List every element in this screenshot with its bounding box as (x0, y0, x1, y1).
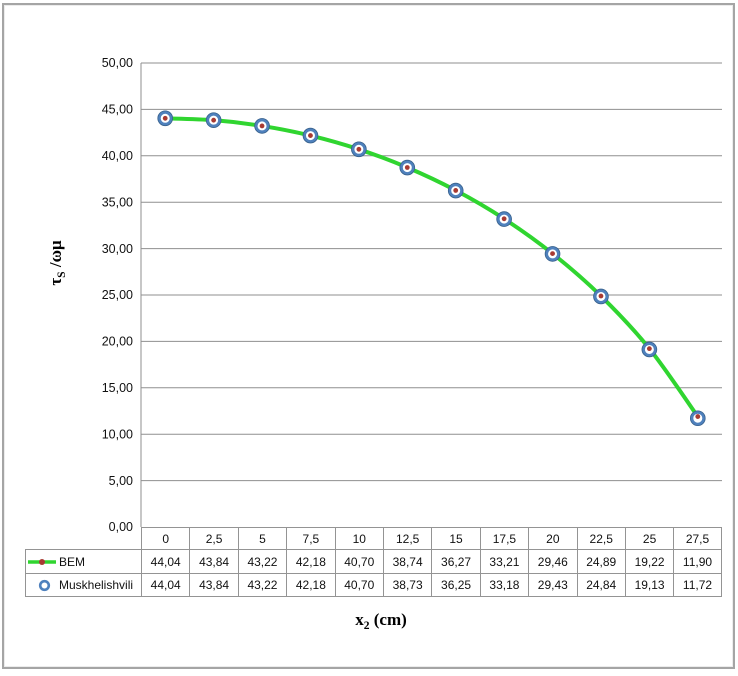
y-axis-title-subscript: S (55, 271, 69, 278)
marker-bem (308, 133, 313, 138)
marker-bem (211, 117, 217, 123)
x-column-header: 20 (528, 527, 577, 549)
marker-muskhelishvili-edge (351, 141, 367, 158)
y-tick-label: 50,00 (102, 56, 133, 70)
value-cell: 36,27 (431, 549, 480, 573)
y-tick-label: 45,00 (102, 103, 133, 117)
value-cell: 43,84 (189, 573, 238, 597)
table-corner-cell (25, 527, 141, 549)
figure-frame (2, 3, 735, 669)
value-cell: 44,04 (141, 549, 190, 573)
marker-muskhelishvili-edge (157, 110, 174, 127)
legend-key-muskhelishvili-icon (38, 579, 51, 591)
y-tick-label: 10,00 (102, 427, 133, 441)
value-cell: 40,70 (334, 573, 383, 597)
x-axis-title-subscript: 2 (363, 619, 370, 633)
marker-bem (598, 293, 604, 299)
legend-key-bem-icon (28, 558, 56, 565)
marker-bem (695, 414, 701, 419)
value-cell: 43,84 (189, 549, 238, 573)
marker-muskhelishvili-edge (399, 159, 416, 176)
x-column-header: 2,5 (189, 527, 238, 549)
marker-bem (162, 115, 168, 121)
value-cell: 33,18 (479, 573, 529, 597)
y-tick-label: 35,00 (102, 195, 133, 209)
value-cell: 38,73 (382, 573, 432, 597)
x-column-header: 0 (141, 527, 190, 549)
y-axis-title: τS /ωμ (46, 240, 68, 285)
legend-key-dot (39, 558, 45, 565)
marker-muskhelishvili-edge (593, 288, 609, 305)
value-cell: 11,72 (673, 573, 722, 597)
marker-bem (259, 123, 265, 129)
value-cell: 24,84 (576, 573, 625, 597)
y-axis-title-rest: /ωμ (45, 240, 65, 272)
value-cell: 44,04 (141, 573, 190, 597)
y-tick-label: 25,00 (102, 288, 133, 302)
value-cell: 42,18 (286, 549, 335, 573)
marker-muskhelishvili-edge (447, 182, 464, 199)
x-column-header: 12,5 (382, 527, 432, 549)
x-column-header: 17,5 (479, 527, 529, 549)
marker-bem (356, 146, 362, 152)
legend-cell-muskhelishvili: Muskhelishvili (25, 573, 141, 597)
y-tick-label: 40,00 (102, 149, 133, 163)
marker-muskhelishvili-edge (254, 118, 270, 134)
y-tick-label: 20,00 (102, 335, 133, 349)
marker-bem (550, 251, 555, 257)
value-cell: 43,22 (237, 573, 287, 597)
legend-key-circle (38, 579, 51, 591)
marker-muskhelishvili-edge (496, 211, 512, 227)
value-cell: 29,43 (528, 573, 577, 597)
marker-bem (404, 165, 410, 170)
legend-label: Muskhelishvili (59, 578, 134, 592)
value-cell: 29,46 (528, 549, 577, 573)
value-cell: 19,13 (624, 573, 674, 597)
data-table: 0 2,5 5 7,5 10 12,5 15 17,5 20 22,5 25 27,5 BEM 44,04… (25, 527, 722, 597)
series-line-bem (163, 116, 700, 419)
y-tick-label: 30,00 (102, 242, 133, 256)
marker-muskhelishvili-edge (689, 410, 706, 427)
y-tick-label: 0,00 (109, 520, 133, 534)
y-tick-label: 5,00 (109, 474, 133, 488)
marker-bem (501, 216, 507, 222)
value-cell: 43,22 (237, 549, 287, 573)
x-column-header: 22,5 (576, 527, 625, 549)
x-axis-title-base: x (355, 609, 364, 629)
y-axis-title-base: τ (45, 277, 65, 286)
marker-muskhelishvili-edge (641, 341, 658, 358)
x-column-header: 15 (431, 527, 480, 549)
x-axis-title-rest: (cm) (369, 609, 407, 629)
value-cell: 33,21 (479, 549, 529, 573)
x-column-header: 25 (624, 527, 674, 549)
x-column-header: 5 (237, 527, 287, 549)
x-column-header: 10 (334, 527, 383, 549)
marker-muskhelishvili-edge (302, 127, 319, 144)
value-cell: 38,74 (382, 549, 432, 573)
value-cell: 42,18 (286, 573, 335, 597)
y-tick-label: 15,00 (102, 381, 133, 395)
value-cell: 24,89 (576, 549, 625, 573)
value-cell: 36,25 (431, 573, 480, 597)
value-cell: 40,70 (334, 549, 383, 573)
x-axis-title: x2 (cm) (355, 610, 407, 632)
legend-cell-bem: BEM (25, 549, 141, 573)
x-column-header: 7,5 (286, 527, 335, 549)
marker-bem (453, 188, 459, 193)
value-cell: 11,90 (673, 549, 722, 573)
marker-bem (646, 346, 652, 352)
marker-muskhelishvili-edge (544, 246, 561, 262)
marker-muskhelishvili-edge (205, 112, 222, 128)
value-cell: 19,22 (624, 549, 674, 573)
x-column-header: 27,5 (673, 527, 722, 549)
legend-label: BEM (59, 554, 86, 569)
